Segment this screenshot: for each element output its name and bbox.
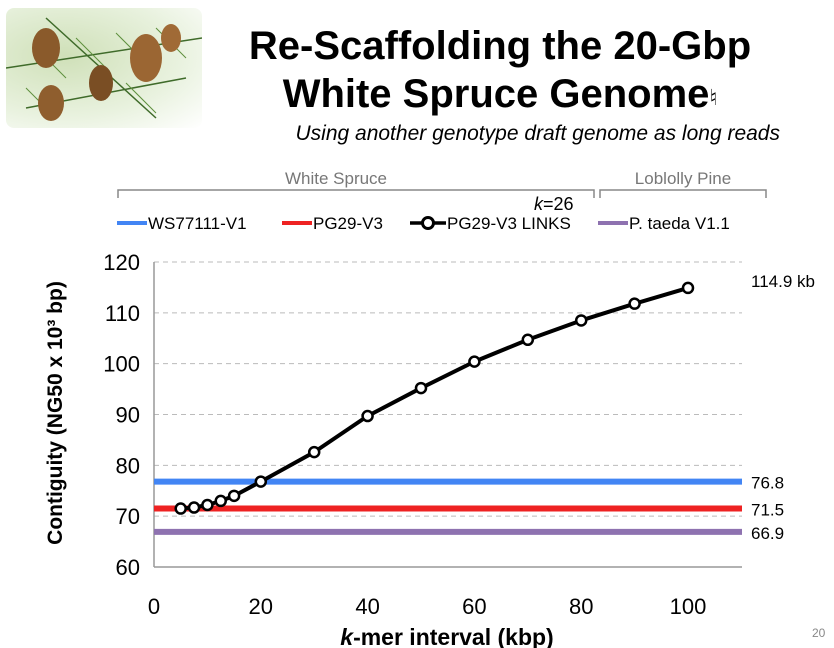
links-point-90 xyxy=(628,297,641,310)
legend-marker-links xyxy=(421,216,435,230)
title-line-2: White Spruce Genome xyxy=(282,72,710,116)
legend-label-ptaeda: P. taeda V1.1 xyxy=(629,214,730,233)
links-point-10 xyxy=(201,498,214,512)
loblolly-pine-bracket xyxy=(599,189,767,198)
links-point-60 xyxy=(468,355,481,368)
y-tick-label-100: 100 xyxy=(103,352,140,377)
slide-title: Re-Scaffolding the 20-Gbp White Spruce G… xyxy=(200,22,800,118)
white-spruce-bracket xyxy=(117,189,595,198)
links-line xyxy=(180,286,689,511)
links-point-50 xyxy=(414,381,428,395)
group-label-loblolly-pine: Loblolly Pine xyxy=(635,169,731,188)
slide-subtitle: Using another genotype draft genome as l… xyxy=(295,122,781,145)
x-tick-label-20: 20 xyxy=(249,594,273,619)
legend-label-pg29: PG29-V3 xyxy=(313,214,383,233)
axes: 60 70 80 90 100 110 120 0 20 40 60 80 100 xyxy=(103,250,742,619)
y-tick-label-80: 80 xyxy=(116,453,140,478)
links-point-100 xyxy=(681,281,695,295)
y-tick-label-60: 60 xyxy=(116,555,140,580)
kmer-note: k=26 xyxy=(534,194,574,214)
links-point-30 xyxy=(307,445,321,459)
natural-sign-icon: ♮ xyxy=(709,85,718,110)
x-axis-label-k: k xyxy=(340,624,354,648)
links-point-5 xyxy=(174,502,187,515)
x-tick-label-40: 40 xyxy=(355,594,379,619)
y-tick-label-70: 70 xyxy=(116,504,140,529)
x-axis-label: k-mer interval (kbp) xyxy=(340,624,553,648)
links-series: 114.9 kb xyxy=(174,272,815,515)
group-label-white-spruce: White Spruce xyxy=(285,169,387,188)
links-point-40 xyxy=(361,409,374,423)
pine-cone-photo xyxy=(6,8,202,128)
hline-label-pg29-v3: 71.5 xyxy=(751,501,784,520)
x-tick-label-80: 80 xyxy=(569,594,593,619)
kmer-note-k: k xyxy=(534,194,544,214)
hline-label-p-taeda-v1-1: 66.9 xyxy=(751,524,784,543)
slide-number: 20 xyxy=(812,626,826,640)
pine-branch-illustration xyxy=(6,17,202,121)
reference-lines: 76.8 71.5 66.9 xyxy=(154,474,784,543)
y-tick-label-110: 110 xyxy=(105,301,140,326)
links-point-80 xyxy=(574,314,588,327)
title-line-1: Re-Scaffolding the 20-Gbp xyxy=(248,24,752,68)
kmer-note-value: =26 xyxy=(543,194,574,214)
x-tick-label-60: 60 xyxy=(462,594,486,619)
hline-label-ws77111-v1: 76.8 xyxy=(751,474,784,493)
links-point-20 xyxy=(254,475,268,488)
legend: WS77111-V1 PG29-V3 PG29-V3 LINKS P. taed… xyxy=(117,214,730,233)
links-point-7.5 xyxy=(187,501,201,514)
links-end-label: 114.9 kb xyxy=(751,272,815,291)
grid-lines xyxy=(154,261,742,517)
x-tick-label-100: 100 xyxy=(670,594,707,619)
links-point-15 xyxy=(227,489,241,503)
y-tick-label-120: 120 xyxy=(103,250,140,275)
legend-label-links: PG29-V3 LINKS xyxy=(447,214,571,233)
x-tick-label-0: 0 xyxy=(148,594,160,619)
y-tick-label-90: 90 xyxy=(116,403,140,428)
links-point-12.5 xyxy=(214,494,227,508)
x-axis-label-rest: -mer interval (kbp) xyxy=(353,624,554,648)
y-axis-label: Contiguity (NG50 x 10³ bp) xyxy=(44,281,67,545)
links-point-70 xyxy=(521,333,535,347)
legend-label-ws77111: WS77111-V1 xyxy=(148,214,247,233)
